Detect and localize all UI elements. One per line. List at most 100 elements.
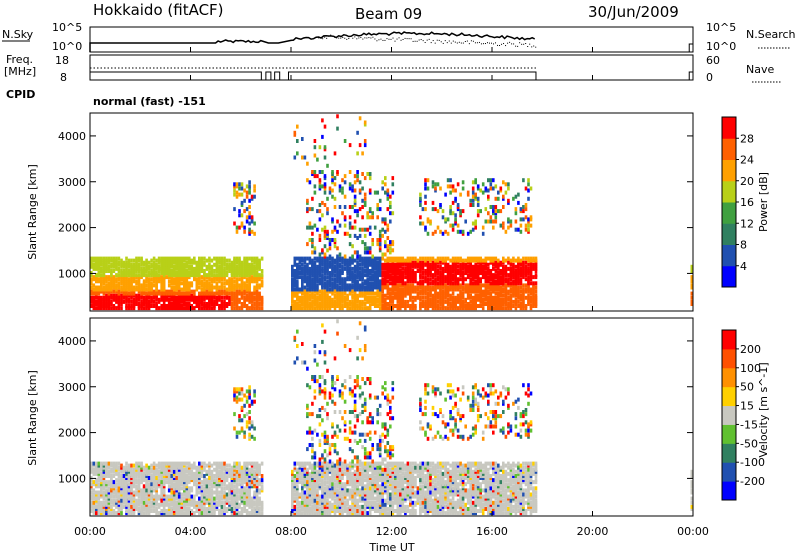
power-cell <box>502 294 505 298</box>
velocity-cell <box>125 462 128 466</box>
power-cell <box>457 294 460 298</box>
power-cell <box>399 288 402 292</box>
velocity-cell <box>188 507 191 511</box>
velocity-cell <box>158 478 161 482</box>
velocity-cell <box>140 462 143 466</box>
velocity-cell <box>93 480 96 484</box>
velocity-cell <box>100 472 103 476</box>
power-cell <box>193 267 196 271</box>
power-cell <box>256 283 259 287</box>
noise-search-dot <box>352 38 353 39</box>
velocity-cell <box>140 488 143 492</box>
velocity-cell <box>175 501 178 505</box>
power-cell <box>417 259 420 263</box>
power-cell <box>216 281 219 285</box>
power-cell <box>321 273 324 277</box>
power-cell <box>226 302 229 306</box>
power-cell <box>447 178 450 182</box>
power-cell <box>434 182 437 186</box>
power-cell <box>384 294 387 298</box>
velocity-cell <box>130 505 133 509</box>
velocity-cell <box>150 474 153 478</box>
power-cell <box>321 228 324 232</box>
power-cell <box>459 257 462 261</box>
power-cell <box>206 265 209 269</box>
power-cell <box>341 257 344 261</box>
power-cell <box>118 290 121 294</box>
power-cell <box>495 269 498 273</box>
power-cell <box>507 296 510 300</box>
power-cell <box>228 263 231 267</box>
noise-search-dot <box>393 38 394 39</box>
power-cell <box>424 226 427 230</box>
power-cell <box>201 279 204 283</box>
power-cell <box>301 156 304 160</box>
power-cell <box>361 151 364 155</box>
power-cell <box>294 292 297 296</box>
power-cell <box>329 261 332 265</box>
power-cell <box>472 228 475 232</box>
power-cell <box>100 273 103 277</box>
power-cell <box>143 279 146 283</box>
velocity-cell <box>113 499 116 503</box>
velocity-cell <box>198 497 201 501</box>
power-cell <box>319 203 322 207</box>
power-cell <box>201 257 204 261</box>
power-cell <box>507 261 510 265</box>
power-cell <box>404 259 407 263</box>
power-cell <box>314 191 317 195</box>
power-cell <box>120 269 123 273</box>
power-cell <box>495 205 498 209</box>
power-cell <box>138 257 141 261</box>
power-cell <box>218 304 221 308</box>
velocity-cell <box>211 482 214 486</box>
velocity-cell <box>135 499 138 503</box>
power-cell <box>178 257 181 261</box>
noise-search-dot <box>529 44 530 45</box>
power-cell <box>344 215 347 219</box>
velocity-cell <box>208 476 211 480</box>
power-cell <box>324 156 327 160</box>
velocity-cell <box>115 511 118 515</box>
power-cell <box>354 220 357 224</box>
power-cell <box>381 234 384 238</box>
power-cell <box>261 269 264 273</box>
power-cell <box>168 298 171 302</box>
power-cell <box>138 294 141 298</box>
power-cell <box>160 257 163 261</box>
velocity-cell <box>191 470 194 474</box>
power-cell <box>517 201 520 205</box>
power-cell <box>93 257 96 261</box>
noise-search-dot <box>380 39 381 40</box>
noise-search-dot <box>431 42 432 43</box>
power-cell <box>490 178 493 182</box>
power-cell <box>133 286 136 290</box>
power-cell <box>442 209 445 213</box>
power-cell <box>351 184 354 188</box>
noise-search-dot <box>324 37 325 38</box>
power-cell <box>153 290 156 294</box>
power-cell <box>123 261 126 265</box>
power-cbar-seg-6 <box>722 138 736 160</box>
power-cell <box>427 261 430 265</box>
power-cell <box>422 257 425 261</box>
power-cell <box>492 296 495 300</box>
power-cell <box>432 261 435 265</box>
noise-search-dot <box>513 43 514 44</box>
power-cell <box>464 259 467 263</box>
power-cell <box>384 217 387 221</box>
power-cell <box>311 197 314 201</box>
power-cell <box>128 269 131 273</box>
power-cell <box>444 230 447 234</box>
power-cell <box>334 238 337 242</box>
noise-search-dot <box>415 41 416 42</box>
power-cell <box>108 275 111 279</box>
power-cell <box>135 294 138 298</box>
power-cell <box>241 213 244 217</box>
power-cell <box>321 184 324 188</box>
power-cell <box>359 283 362 287</box>
power-cell <box>248 184 251 188</box>
power-cell <box>113 275 116 279</box>
velocity-cell <box>153 509 156 513</box>
